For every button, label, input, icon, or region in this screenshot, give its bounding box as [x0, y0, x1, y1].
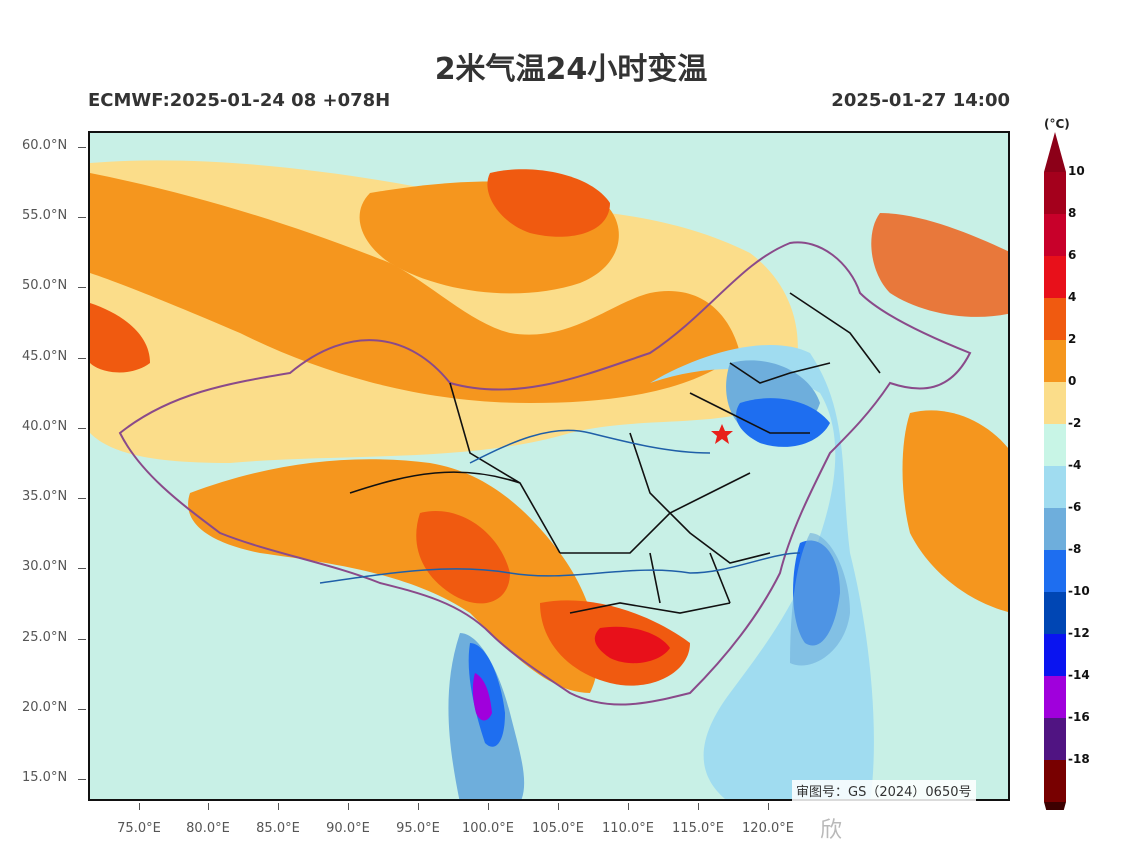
chart-title: 2米气温24小时变温 — [434, 52, 708, 87]
model-run-label: ECMWF:2025-01-24 08 +078H — [88, 90, 391, 111]
lat-tick-40 — [78, 428, 86, 429]
lat-label-35: 35.0°N — [22, 489, 68, 504]
lon-tick-115 — [698, 803, 699, 810]
lat-tick-30 — [78, 568, 86, 569]
colorbar-label: -2 — [1068, 416, 1082, 430]
lat-tick-25 — [78, 639, 86, 640]
field-orange-patch-ne — [487, 169, 610, 237]
field-cool-east — [650, 344, 874, 799]
lat-tick-55 — [78, 217, 86, 218]
watermark: 欣 — [820, 818, 845, 843]
lat-label-15: 15.0°N — [22, 770, 68, 785]
colorbar-label: 4 — [1068, 290, 1077, 304]
colorbar-label: 6 — [1068, 248, 1077, 262]
colorbar-segment — [1044, 298, 1066, 340]
field-red-sichuan — [416, 511, 510, 604]
lon-label-115: 115.0°E — [672, 821, 724, 836]
lat-label-60: 60.0°N — [22, 138, 68, 153]
river-yellow — [469, 429, 711, 464]
lon-label-120: 120.0°E — [742, 821, 794, 836]
colorbar-label: -10 — [1068, 584, 1090, 598]
map-panel — [88, 131, 1010, 801]
colorbar-segment — [1044, 172, 1066, 214]
colorbar-segment — [1044, 718, 1066, 760]
lat-label-50: 50.0°N — [22, 278, 68, 293]
colorbar-top-arrow — [1044, 132, 1066, 172]
lat-tick-15 — [78, 779, 86, 780]
lon-tick-80 — [208, 803, 209, 810]
boundary-provinces — [349, 292, 881, 614]
colorbar-segment — [1044, 382, 1066, 424]
river-yangtze — [319, 552, 801, 584]
lon-tick-90 — [348, 803, 349, 810]
map-svg — [90, 133, 1008, 799]
lon-label-110: 110.0°E — [602, 821, 654, 836]
colorbar-segment — [1044, 676, 1066, 718]
colorbar-segment — [1044, 634, 1066, 676]
lon-label-75: 75.0°E — [117, 821, 161, 836]
colorbar-segment — [1044, 466, 1066, 508]
field-orange-patch-w — [90, 303, 150, 373]
colorbar-label: 8 — [1068, 206, 1077, 220]
lat-tick-45 — [78, 358, 86, 359]
colorbar-segment — [1044, 340, 1066, 382]
colorbar-bottom-arrow — [1044, 802, 1066, 810]
colorbar-segment — [1044, 424, 1066, 466]
approval-number: 审图号：GS（2024）0650号 — [792, 780, 976, 801]
colorbar-segment — [1044, 550, 1066, 592]
colorbar-segment — [1044, 592, 1066, 634]
colorbar-label: -14 — [1068, 668, 1090, 682]
colorbar-segment — [1044, 760, 1066, 802]
lon-label-100: 100.0°E — [462, 821, 514, 836]
field-warm-pacific — [902, 410, 1008, 612]
colorbar-unit: (°C) — [1044, 117, 1070, 131]
lat-label-20: 20.0°N — [22, 700, 68, 715]
colorbar-label: -12 — [1068, 626, 1090, 640]
lon-label-95: 95.0°E — [396, 821, 440, 836]
colorbar-label: -8 — [1068, 542, 1082, 556]
colorbar-segment — [1044, 214, 1066, 256]
field-deep-red-south — [594, 626, 670, 664]
field-orange-ne — [871, 213, 1008, 317]
lat-tick-50 — [78, 287, 86, 288]
lat-label-55: 55.0°N — [22, 208, 68, 223]
lat-tick-35 — [78, 498, 86, 499]
field-blue-bohai — [736, 398, 830, 447]
lat-label-45: 45.0°N — [22, 349, 68, 364]
lon-tick-105 — [558, 803, 559, 810]
lon-tick-75 — [139, 803, 140, 810]
lon-tick-85 — [278, 803, 279, 810]
colorbar-label: 0 — [1068, 374, 1077, 388]
colorbar-label: -18 — [1068, 752, 1090, 766]
boundary-china — [118, 241, 972, 706]
lat-tick-60 — [78, 147, 86, 148]
star-marker — [711, 424, 733, 444]
colorbar — [1044, 132, 1066, 810]
lat-tick-20 — [78, 709, 86, 710]
lon-label-80: 80.0°E — [186, 821, 230, 836]
colorbar-label: -4 — [1068, 458, 1082, 472]
lon-tick-100 — [488, 803, 489, 810]
colorbar-label: 10 — [1068, 164, 1085, 178]
field-warm-tibet — [188, 459, 599, 693]
colorbar-label: -6 — [1068, 500, 1082, 514]
lat-label-25: 25.0°N — [22, 630, 68, 645]
lon-tick-95 — [418, 803, 419, 810]
lon-tick-110 — [628, 803, 629, 810]
colorbar-segment — [1044, 256, 1066, 298]
colorbar-segment — [1044, 508, 1066, 550]
lon-tick-120 — [768, 803, 769, 810]
valid-time-label: 2025-01-27 14:00 — [831, 90, 1010, 111]
lat-label-40: 40.0°N — [22, 419, 68, 434]
lon-label-90: 90.0°E — [326, 821, 370, 836]
lon-label-85: 85.0°E — [256, 821, 300, 836]
colorbar-label: -16 — [1068, 710, 1090, 724]
field-purple-myanmar — [472, 673, 492, 721]
lon-label-105: 105.0°E — [532, 821, 584, 836]
field-orange-north — [90, 173, 740, 403]
lat-label-30: 30.0°N — [22, 559, 68, 574]
colorbar-label: 2 — [1068, 332, 1077, 346]
field-blue-deep-sea — [790, 533, 850, 666]
